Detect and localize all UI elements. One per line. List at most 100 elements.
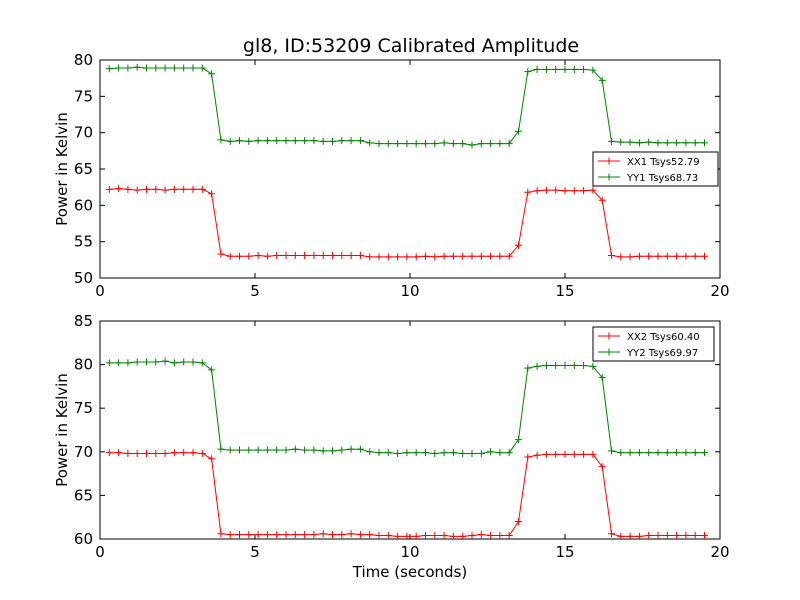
data-point bbox=[617, 138, 625, 146]
data-point bbox=[394, 450, 402, 458]
data-point bbox=[440, 532, 448, 540]
data-point bbox=[170, 449, 178, 457]
data-point bbox=[515, 436, 522, 444]
data-point bbox=[598, 196, 606, 204]
data-point bbox=[515, 127, 522, 135]
data-point bbox=[608, 251, 615, 259]
data-point bbox=[115, 359, 123, 367]
data-point bbox=[645, 449, 653, 457]
y-tick-label: 75 bbox=[74, 87, 93, 105]
y-tick-label: 50 bbox=[74, 269, 93, 287]
data-point bbox=[459, 140, 467, 148]
data-point bbox=[263, 137, 271, 145]
data-point bbox=[459, 532, 467, 540]
data-point bbox=[589, 186, 597, 194]
y-tick-label: 85 bbox=[74, 312, 93, 330]
data-point bbox=[487, 532, 495, 540]
data-point bbox=[663, 139, 671, 147]
x-tick-label: 10 bbox=[400, 282, 419, 300]
data-point bbox=[189, 64, 197, 72]
data-point bbox=[570, 361, 578, 369]
data-point bbox=[273, 531, 281, 539]
data-point bbox=[468, 532, 476, 540]
data-point bbox=[301, 137, 309, 145]
data-point bbox=[226, 446, 234, 454]
data-point bbox=[133, 63, 141, 71]
data-point bbox=[580, 65, 588, 73]
x-tick-label: 5 bbox=[250, 282, 260, 300]
data-point bbox=[236, 531, 243, 539]
data-point bbox=[198, 185, 206, 193]
data-point bbox=[310, 531, 318, 539]
y-axis-label: Power in Kelvin bbox=[53, 373, 71, 487]
y-tick-label: 65 bbox=[74, 486, 93, 504]
data-point bbox=[505, 140, 513, 148]
data-point bbox=[217, 250, 225, 258]
data-point bbox=[626, 253, 634, 261]
data-point bbox=[645, 252, 653, 260]
data-point bbox=[180, 185, 188, 193]
x-tick-label: 20 bbox=[710, 282, 729, 300]
y-tick-label: 70 bbox=[74, 124, 93, 142]
data-point bbox=[542, 65, 550, 73]
data-point bbox=[691, 252, 699, 260]
data-point bbox=[124, 359, 132, 367]
data-point bbox=[254, 446, 262, 454]
y-tick-label: 80 bbox=[74, 356, 93, 374]
data-point bbox=[394, 253, 402, 261]
data-point bbox=[152, 358, 160, 366]
data-point bbox=[310, 137, 318, 145]
data-point bbox=[552, 65, 560, 73]
data-point bbox=[329, 137, 336, 145]
y-tick-label: 80 bbox=[74, 51, 93, 69]
data-point bbox=[589, 362, 597, 370]
data-point bbox=[366, 253, 374, 261]
subplot-2: 0 5 10 15 20 60 65 70 75 80 85 Power in Kelvin Time … bbox=[53, 312, 730, 581]
data-point bbox=[291, 445, 299, 453]
data-point bbox=[329, 447, 336, 455]
data-point bbox=[626, 532, 634, 540]
x-tick-label: 20 bbox=[710, 543, 729, 561]
data-point bbox=[291, 531, 299, 539]
data-point bbox=[291, 251, 299, 259]
data-point bbox=[459, 252, 467, 260]
data-point bbox=[263, 531, 271, 539]
legend: XX1 Tsys52.79 YY1 Tsys68.73 bbox=[592, 151, 719, 187]
data-point bbox=[608, 137, 615, 145]
data-point bbox=[542, 450, 550, 458]
data-point bbox=[635, 532, 643, 540]
data-point bbox=[663, 449, 671, 457]
data-point bbox=[366, 531, 374, 539]
y-tick-label: 65 bbox=[74, 160, 93, 178]
data-point bbox=[589, 450, 597, 458]
data-point bbox=[617, 253, 625, 261]
data-point bbox=[347, 445, 355, 453]
y-tick-label: 55 bbox=[74, 233, 93, 251]
data-point bbox=[691, 449, 699, 457]
data-point bbox=[542, 361, 550, 369]
data-point bbox=[105, 65, 113, 73]
data-point bbox=[403, 449, 411, 457]
data-point bbox=[598, 374, 606, 382]
data-point bbox=[682, 532, 690, 540]
data-point bbox=[254, 251, 262, 259]
data-point bbox=[524, 364, 532, 372]
legend-label: YY1 Tsys68.73 bbox=[626, 173, 698, 184]
data-point bbox=[701, 139, 708, 147]
data-point bbox=[542, 186, 550, 194]
data-point bbox=[226, 137, 234, 145]
data-point bbox=[375, 140, 383, 148]
data-point bbox=[496, 252, 504, 260]
data-point bbox=[431, 450, 439, 458]
y-tick-label: 60 bbox=[74, 530, 93, 548]
data-point bbox=[431, 140, 439, 148]
x-tick-label: 0 bbox=[95, 543, 105, 561]
data-point bbox=[245, 446, 253, 454]
data-point bbox=[515, 241, 522, 249]
data-point bbox=[431, 532, 439, 540]
x-tick-label: 10 bbox=[400, 543, 419, 561]
legend-box bbox=[592, 326, 715, 362]
data-point bbox=[673, 532, 681, 540]
data-point bbox=[338, 137, 346, 145]
